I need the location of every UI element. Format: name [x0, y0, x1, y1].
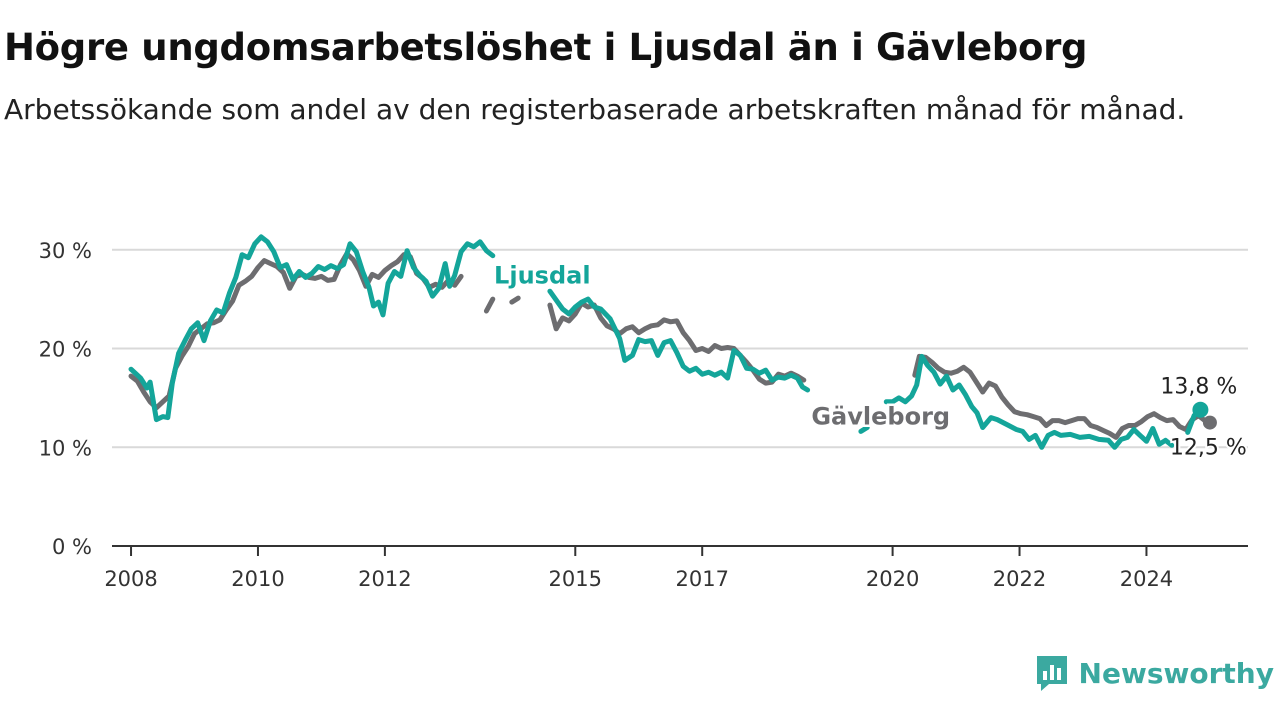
- y-axis-ticks: 0 % 10 % 20 % 30 %: [39, 239, 92, 559]
- newsworthy-brand[interactable]: Newsworthy: [1035, 654, 1274, 692]
- end-value-ljusdal: 13,8 %: [1160, 375, 1237, 400]
- x-tick-label: 2008: [104, 567, 157, 591]
- series-label-ljusdal: Ljusdal: [494, 261, 591, 289]
- y-tick-label: 0 %: [52, 535, 92, 559]
- end-point-ljusdal: [1192, 401, 1209, 418]
- x-tick-label: 2015: [549, 567, 602, 591]
- x-tick-label: 2024: [1120, 567, 1173, 591]
- series-line-ljusdal: [883, 353, 1175, 450]
- x-tick-label: 2010: [231, 567, 284, 591]
- end-point-gavleborg: [1202, 415, 1217, 430]
- end-value-gavleborg: 12,5 %: [1170, 436, 1247, 461]
- y-tick-label: 20 %: [39, 338, 92, 362]
- x-tick-label: 2017: [675, 567, 728, 591]
- grid-lines: [112, 248, 1248, 449]
- y-tick-label: 30 %: [39, 239, 92, 263]
- chart-subtitle: Arbetssökande som andel av den registerb…: [4, 93, 1186, 126]
- series-label-gavleborg: Gävleborg: [811, 403, 950, 431]
- y-tick-label: 10 %: [39, 436, 92, 460]
- chart-title: Högre ungdomsarbetslöshet i Ljusdal än i…: [4, 26, 1088, 69]
- x-axis-ticks: 2008 2010 2012 2015 2017 2020 2022 2024: [104, 546, 1173, 591]
- newsworthy-logo-icon: [1036, 656, 1067, 691]
- x-tick-label: 2022: [993, 567, 1046, 591]
- series-line-gavleborg: [912, 353, 1213, 440]
- series-lines: [128, 234, 1213, 450]
- newsworthy-wordmark: Newsworthy: [1078, 656, 1274, 690]
- x-tick-label: 2020: [866, 567, 919, 591]
- series-line-gavleborg: [509, 295, 521, 305]
- x-tick-label: 2012: [358, 567, 411, 591]
- series-line-ljusdal: [128, 234, 496, 423]
- series-line-ljusdal: [547, 288, 811, 393]
- series-line-gavleborg: [483, 296, 496, 314]
- series-line-ljusdal: [858, 425, 870, 434]
